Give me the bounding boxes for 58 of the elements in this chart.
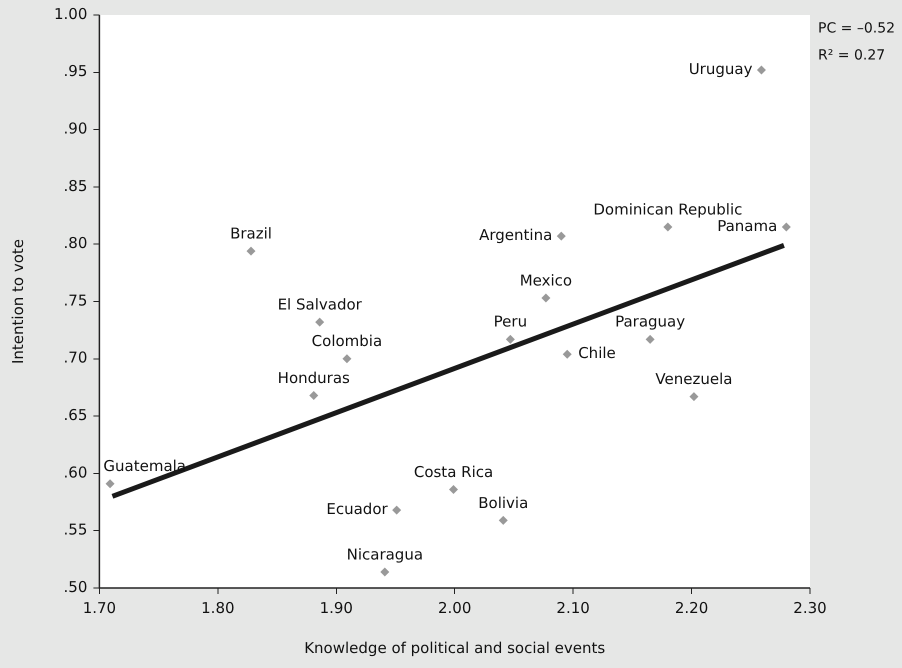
annotation: Uruguay [688, 60, 753, 78]
point [309, 390, 318, 400]
point [689, 392, 698, 402]
point [506, 334, 515, 344]
point [392, 506, 402, 515]
annotation: Brazil [230, 224, 272, 242]
y-tick-label: .65 [64, 406, 88, 424]
annotation: Guatemala [103, 457, 186, 476]
y-axis-title: Intention to vote [8, 238, 27, 364]
annotation: Dominican Republic [593, 200, 742, 218]
x-tick-label: 1.90 [320, 598, 353, 617]
y-tick-label: .95 [64, 62, 88, 80]
text: PC = –0.52 [818, 20, 896, 37]
x-tick-label: 2.30 [793, 598, 827, 617]
point [556, 232, 566, 241]
annotation: Paraguay [615, 312, 686, 331]
annotation: Bolivia [478, 494, 528, 512]
point [449, 484, 458, 494]
y-tick-label: .85 [64, 176, 88, 195]
x-tick-label: 1.70 [82, 598, 116, 617]
point [663, 222, 672, 232]
y-tick-label: .55 [64, 520, 88, 539]
point [246, 246, 256, 256]
y-tick-label: .70 [64, 348, 88, 367]
x-axis-title: Knowledge of political and social events [304, 638, 606, 657]
point [646, 334, 655, 344]
x-tick-label: 2.10 [556, 598, 590, 617]
annotation: Costa Rica [414, 462, 494, 481]
y-tick-label: .75 [64, 291, 88, 310]
y-tick-label: .60 [64, 463, 88, 482]
y-tick-label: .80 [64, 234, 88, 252]
y-tick-label: .50 [64, 578, 88, 596]
x-tick-label: 2.00 [438, 598, 472, 617]
annotation: Panama [717, 216, 778, 235]
annotation: Honduras [278, 368, 350, 387]
annotation: Chile [578, 344, 616, 362]
annotation: Venezuela [655, 370, 732, 388]
y-tick-label: .90 [64, 119, 88, 138]
annotation: Colombia [312, 332, 382, 350]
point [541, 294, 550, 303]
y-tick-label: 1.00 [54, 4, 88, 23]
point [315, 318, 324, 327]
point [756, 66, 766, 75]
point [498, 516, 508, 525]
point [782, 222, 791, 232]
point [342, 354, 352, 364]
point [106, 479, 115, 488]
text: R² = 0.27 [818, 48, 886, 64]
x-tick-label: 1.80 [201, 598, 235, 617]
annotation: Ecuador [326, 500, 388, 518]
annotation: Argentina [479, 226, 552, 244]
x-tick-label: 2.20 [674, 598, 708, 617]
annotation: Mexico [520, 271, 572, 290]
annotation: Peru [494, 312, 528, 331]
annotation: El Salvador [278, 296, 363, 314]
point [380, 567, 390, 576]
point [562, 350, 572, 359]
annotation: Nicaragua [346, 545, 424, 564]
